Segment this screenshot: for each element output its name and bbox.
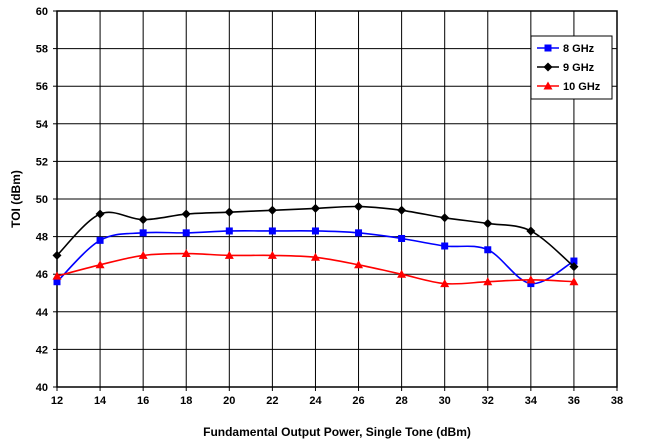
data-point [267, 205, 277, 215]
x-tick-label: 14 [94, 395, 107, 407]
data-point [268, 227, 276, 235]
data-point [310, 203, 320, 213]
x-tick-label: 34 [525, 395, 538, 407]
data-point [96, 236, 104, 244]
data-point [138, 250, 148, 259]
data-point [52, 250, 62, 260]
x-tick-label: 16 [137, 395, 149, 407]
data-point [440, 279, 450, 288]
data-point [484, 246, 492, 254]
x-tick-label: 38 [611, 395, 623, 407]
x-tick-label: 28 [395, 395, 407, 407]
series-10-ghz [52, 249, 579, 288]
data-point [526, 275, 536, 284]
x-tick-label: 12 [51, 395, 63, 407]
legend-item: 10 GHz [537, 81, 601, 93]
data-point [139, 229, 147, 237]
y-tick-label: 56 [36, 81, 48, 93]
legend: 8 GHz 9 GHz 10 GHz [530, 35, 613, 100]
x-tick-label: 36 [568, 395, 580, 407]
grid-lines [56, 10, 618, 388]
data-point [224, 250, 234, 259]
legend-swatch-marker [543, 81, 553, 90]
x-tick-label: 26 [352, 395, 364, 407]
data-point [570, 257, 578, 265]
data-point [53, 278, 61, 286]
y-tick-label: 50 [36, 194, 48, 206]
data-point [569, 277, 579, 286]
legend-item: 8 GHz [537, 43, 595, 55]
x-tick-label: 18 [180, 395, 192, 407]
x-tick-label: 32 [482, 395, 494, 407]
data-point [181, 209, 191, 219]
data-point [138, 215, 148, 225]
series-group [52, 202, 579, 288]
y-tick-label: 40 [36, 382, 48, 394]
data-point [483, 277, 493, 286]
data-point [397, 205, 407, 215]
legend-swatch-marker [544, 44, 552, 52]
series-9-ghz [52, 202, 579, 272]
data-point [483, 218, 493, 228]
x-tick-label: 22 [266, 395, 278, 407]
data-point [527, 280, 535, 288]
data-point [310, 252, 320, 261]
data-point [95, 209, 105, 219]
y-tick-label: 42 [36, 344, 48, 356]
y-tick-label: 48 [36, 232, 48, 244]
legend-label: 9 GHz [563, 62, 595, 74]
data-point [440, 213, 450, 223]
y-tick-label: 52 [36, 156, 48, 168]
legend-label: 8 GHz [563, 43, 595, 55]
x-tick-label: 20 [223, 395, 235, 407]
y-tick-labels: 40 42 44 46 48 50 52 54 56 58 60 [36, 6, 49, 394]
data-point [441, 242, 449, 250]
data-point [224, 207, 234, 217]
x-tick-labels: 12 14 16 18 20 22 24 26 28 30 32 34 36 38 [51, 395, 623, 407]
x-tick-label: 30 [439, 395, 451, 407]
data-point [355, 229, 363, 237]
data-point [52, 271, 62, 280]
y-tick-label: 58 [36, 44, 48, 56]
y-tick-label: 46 [36, 269, 48, 281]
y-tick-label: 60 [36, 6, 48, 18]
y-tick-label: 44 [36, 307, 49, 319]
data-point [311, 227, 319, 235]
data-point [526, 226, 536, 236]
legend-item: 9 GHz [537, 62, 595, 74]
x-axis-label: Fundamental Output Power, Single Tone (d… [203, 425, 471, 439]
x-tick-label: 24 [309, 395, 322, 407]
data-point [182, 229, 190, 237]
data-point [397, 269, 407, 278]
data-point [354, 260, 364, 269]
data-point [569, 262, 579, 272]
legend-label: 10 GHz [563, 81, 601, 93]
y-tick-label: 54 [36, 119, 49, 131]
series-8-ghz [53, 227, 578, 288]
data-point [398, 234, 406, 242]
axes [53, 10, 618, 391]
data-point [354, 202, 364, 212]
data-point [267, 250, 277, 259]
data-point [95, 260, 105, 269]
y-axis-label: TOI (dBm) [9, 170, 23, 228]
data-point [225, 227, 233, 235]
legend-swatch-marker [543, 62, 553, 72]
data-point [181, 249, 191, 258]
